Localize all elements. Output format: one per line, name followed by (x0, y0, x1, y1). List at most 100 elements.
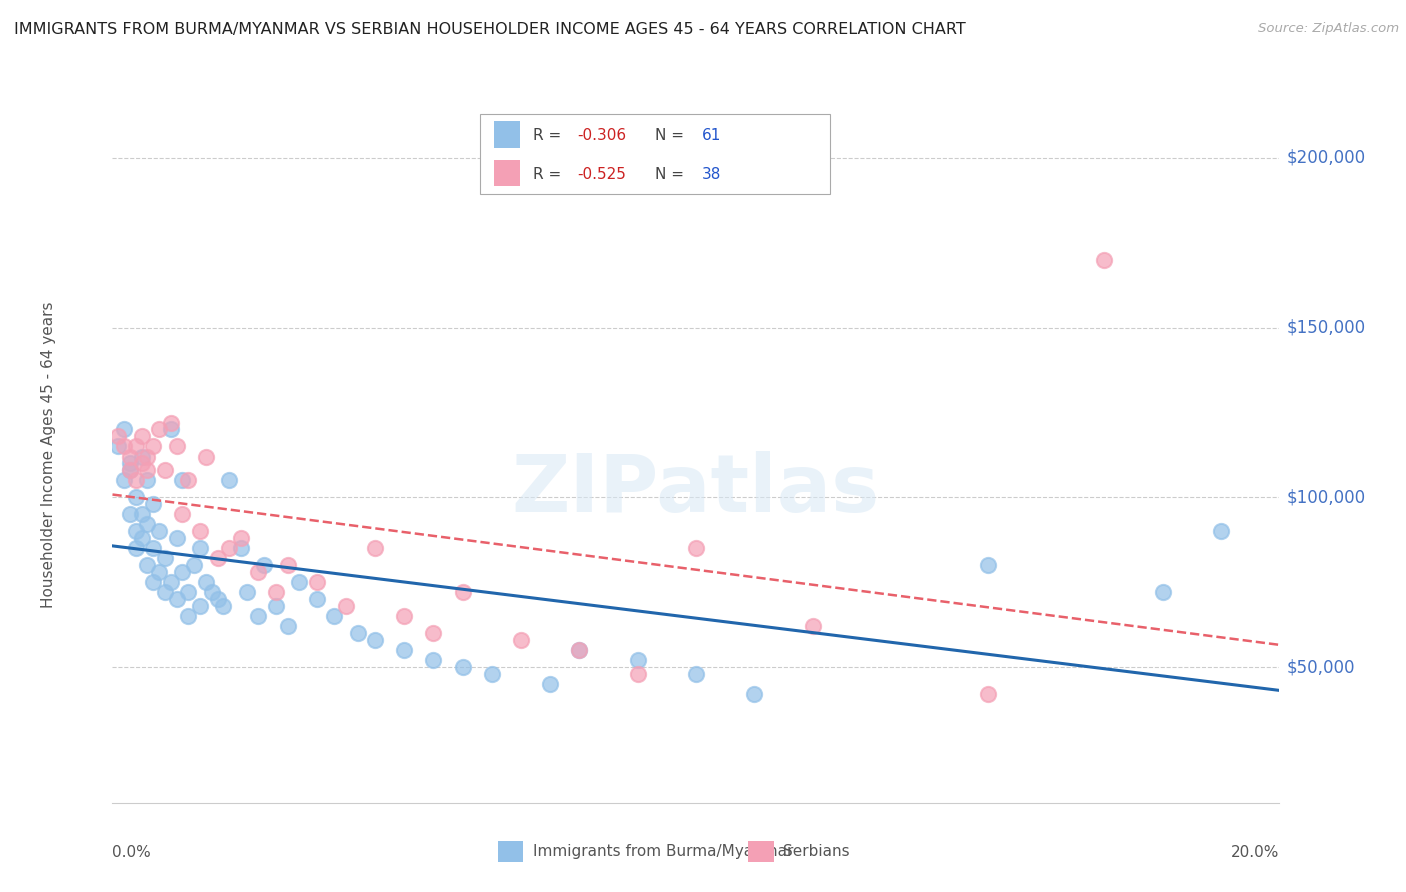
Point (148, 565, 170, 579)
Point (188, 541, 211, 556)
Point (305, 592, 328, 607)
Point (112, 474, 135, 488)
Text: 61: 61 (702, 128, 721, 143)
Point (112, 422, 135, 436)
Point (160, 575, 183, 590)
Point (177, 585, 200, 599)
Text: Source: ZipAtlas.com: Source: ZipAtlas.com (1258, 22, 1399, 36)
Point (107, 439, 129, 453)
Point (801, 619, 824, 633)
Point (125, 474, 148, 488)
Point (264, 585, 287, 599)
Point (177, 609, 200, 624)
Point (305, 575, 328, 590)
Point (335, 599, 357, 613)
Point (172, 508, 194, 522)
Point (166, 531, 188, 545)
Point (626, 666, 648, 681)
Text: N =: N = (655, 167, 689, 181)
Text: ZIPatlas: ZIPatlas (512, 450, 880, 529)
Point (107, 429, 129, 443)
FancyBboxPatch shape (479, 114, 830, 194)
Point (142, 541, 165, 556)
Point (131, 457, 153, 471)
Point (229, 541, 252, 556)
FancyBboxPatch shape (494, 121, 520, 147)
Point (160, 422, 183, 436)
Point (392, 643, 416, 657)
Point (125, 439, 148, 453)
Point (207, 551, 229, 566)
Point (247, 565, 270, 579)
Point (188, 524, 211, 539)
Point (125, 524, 148, 539)
Point (153, 551, 176, 566)
Point (136, 450, 159, 464)
Point (136, 517, 159, 532)
Text: $200,000: $200,000 (1286, 149, 1365, 167)
Point (568, 643, 591, 657)
Text: -0.306: -0.306 (576, 128, 626, 143)
Text: Immigrants from Burma/Myanmar: Immigrants from Burma/Myanmar (533, 844, 793, 859)
Point (276, 619, 298, 633)
Point (125, 541, 148, 556)
Point (253, 558, 276, 573)
Point (188, 599, 211, 613)
Point (229, 531, 252, 545)
Point (276, 558, 298, 573)
Point (136, 474, 159, 488)
Point (172, 474, 194, 488)
Point (118, 450, 141, 464)
FancyBboxPatch shape (498, 841, 523, 862)
Point (207, 592, 229, 607)
Point (538, 677, 561, 691)
Point (153, 585, 176, 599)
Point (118, 508, 141, 522)
Point (131, 429, 153, 443)
Point (160, 416, 183, 430)
Text: $100,000: $100,000 (1286, 488, 1365, 507)
Point (685, 666, 707, 681)
Point (148, 422, 170, 436)
Point (364, 632, 387, 647)
Point (218, 474, 240, 488)
Point (194, 450, 217, 464)
Point (509, 632, 531, 647)
Text: N =: N = (655, 128, 689, 143)
Point (685, 541, 707, 556)
Point (288, 575, 311, 590)
FancyBboxPatch shape (494, 160, 520, 186)
Text: Serbians: Serbians (783, 844, 851, 859)
Point (183, 558, 205, 573)
Point (212, 599, 235, 613)
Point (451, 660, 474, 674)
Point (177, 474, 200, 488)
Point (142, 439, 165, 453)
Text: -0.525: -0.525 (576, 167, 626, 181)
Point (626, 653, 648, 667)
Point (235, 585, 257, 599)
Point (166, 439, 188, 453)
Point (976, 687, 998, 701)
Point (481, 666, 503, 681)
Point (142, 497, 165, 511)
Point (148, 524, 170, 539)
Point (131, 531, 153, 545)
Point (422, 653, 444, 667)
Point (194, 575, 217, 590)
Point (422, 626, 444, 640)
Text: Householder Income Ages 45 - 64 years: Householder Income Ages 45 - 64 years (41, 301, 56, 608)
Point (136, 558, 159, 573)
Point (346, 626, 368, 640)
Point (364, 541, 387, 556)
Point (1152, 585, 1174, 599)
Point (166, 592, 188, 607)
Point (1092, 252, 1115, 267)
Point (568, 643, 591, 657)
FancyBboxPatch shape (748, 841, 775, 862)
Text: IMMIGRANTS FROM BURMA/MYANMAR VS SERBIAN HOUSEHOLDER INCOME AGES 45 - 64 YEARS C: IMMIGRANTS FROM BURMA/MYANMAR VS SERBIAN… (14, 22, 966, 37)
Point (323, 609, 346, 624)
Text: R =: R = (533, 167, 565, 181)
Text: $150,000: $150,000 (1286, 318, 1365, 336)
Point (131, 508, 153, 522)
